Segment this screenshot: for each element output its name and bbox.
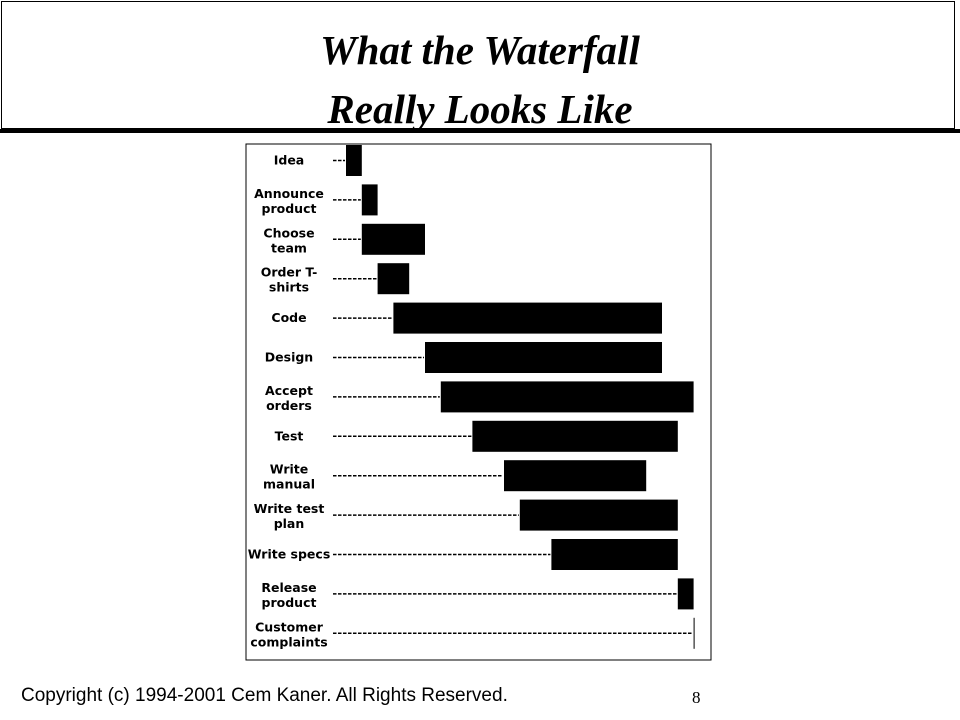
task-bar [551, 539, 678, 570]
task-label: Announce product [254, 186, 324, 216]
task-label: Order T-shirts [261, 265, 318, 295]
slide-title-line-1: What the Waterfall [320, 27, 640, 73]
copyright-footer: Copyright (c) 1994-2001 Cem Kaner. All R… [21, 685, 508, 706]
task-label: Idea [274, 153, 305, 168]
task-bar [504, 460, 647, 492]
task-bar [677, 578, 694, 610]
task-label: Write manual [263, 462, 315, 492]
chart-frame [245, 143, 712, 661]
task-label: Customer complaints [250, 619, 327, 649]
task-label: Write specs [248, 547, 331, 562]
task-bar [440, 381, 694, 413]
slide-title-line-2: Really Looks Like [327, 86, 633, 132]
task-label: Design [265, 350, 313, 365]
task-label: Release product [261, 580, 316, 610]
task-bar [393, 302, 662, 334]
title-box [1, 1, 955, 129]
task-bar [346, 145, 362, 176]
task-label: Write test plan [254, 501, 325, 531]
task-label: Test [275, 428, 304, 443]
task-bar [361, 223, 425, 255]
task-bar [425, 342, 662, 373]
title-rule [0, 129, 960, 133]
chart-rows: Idea Announce product Choose team Order T-shi… [248, 145, 695, 649]
page-number: 8 [692, 688, 701, 707]
task-bar [472, 420, 678, 452]
task-bar [377, 263, 410, 295]
task-bar [693, 617, 695, 649]
task-label: Accept orders [265, 383, 313, 413]
task-bar [361, 184, 378, 216]
task-bar [519, 499, 678, 531]
task-label: Choose team [263, 225, 314, 255]
task-label: Code [271, 310, 306, 325]
